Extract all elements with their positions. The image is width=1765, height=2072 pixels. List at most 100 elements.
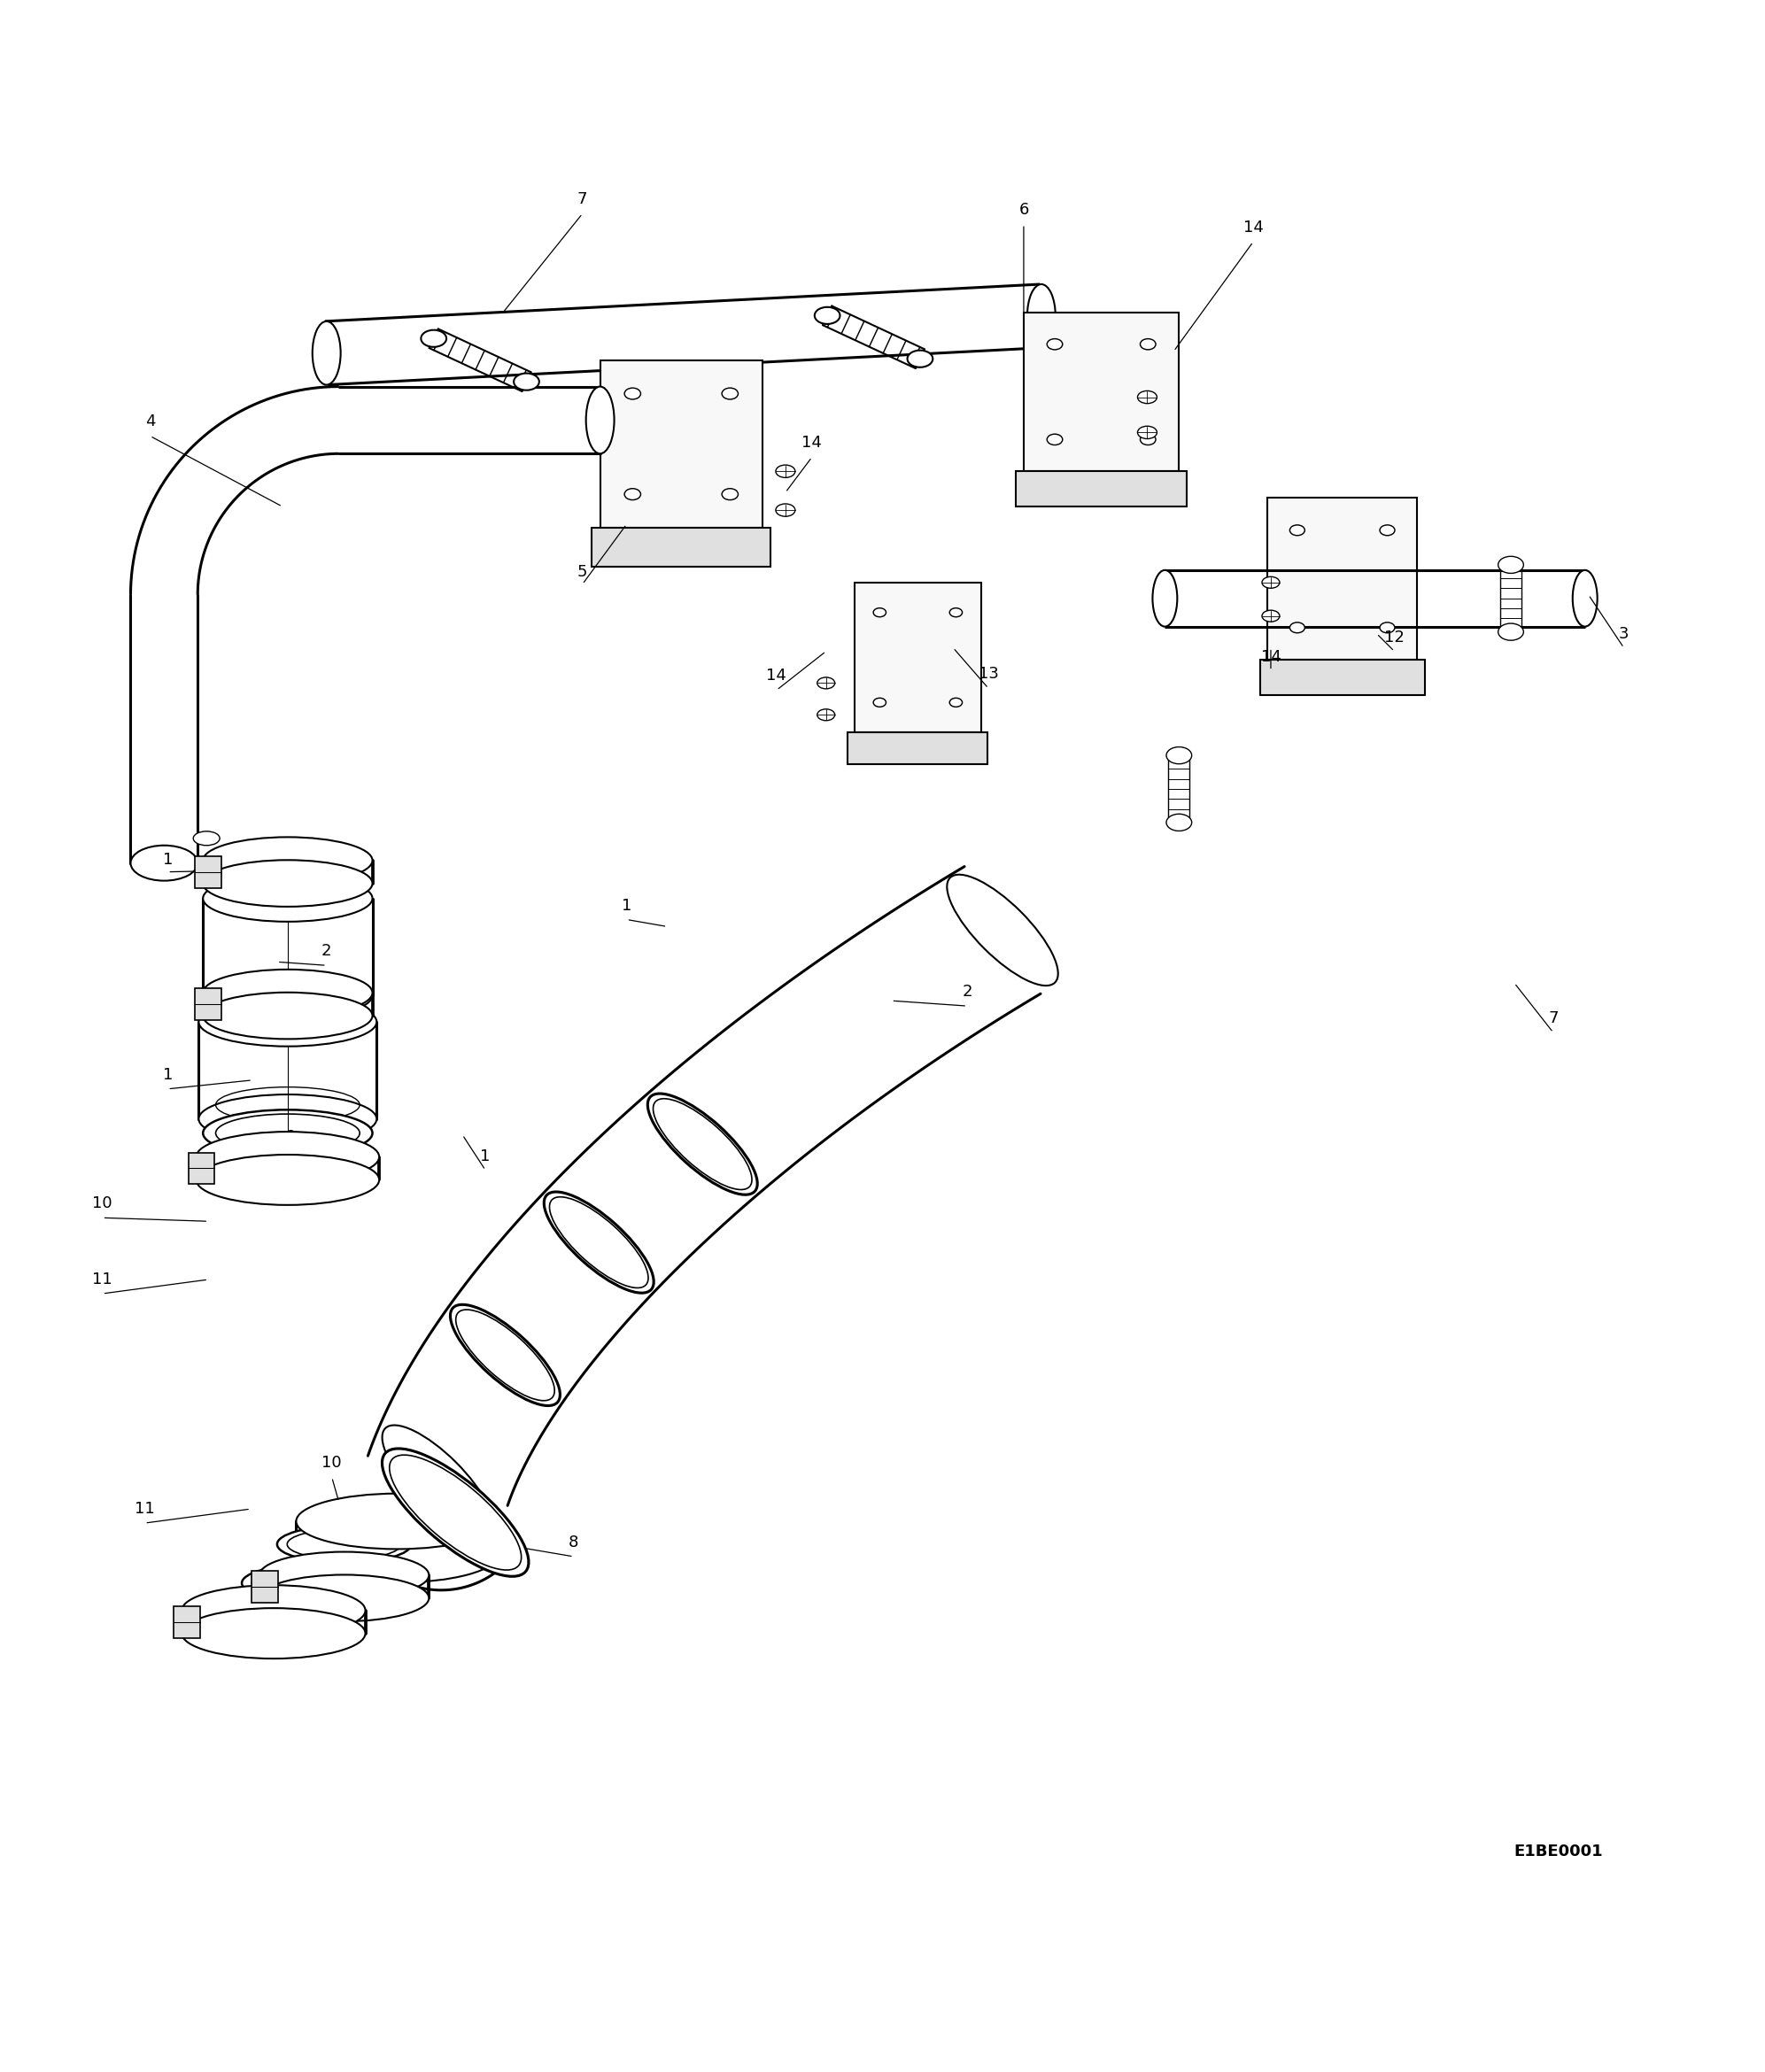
Ellipse shape bbox=[1167, 814, 1191, 831]
Text: 2: 2 bbox=[962, 984, 973, 1001]
Ellipse shape bbox=[422, 329, 447, 346]
Text: 3: 3 bbox=[1619, 626, 1629, 642]
Ellipse shape bbox=[196, 1131, 379, 1181]
Ellipse shape bbox=[1047, 340, 1063, 350]
Ellipse shape bbox=[242, 1564, 376, 1602]
Text: 14: 14 bbox=[801, 435, 822, 452]
Text: 4: 4 bbox=[145, 414, 155, 429]
Ellipse shape bbox=[259, 1552, 429, 1598]
Ellipse shape bbox=[1140, 433, 1156, 445]
Ellipse shape bbox=[1138, 427, 1158, 439]
Text: 7: 7 bbox=[1548, 1011, 1558, 1026]
Bar bbox=[1024, 313, 1179, 470]
Ellipse shape bbox=[1498, 624, 1523, 640]
Ellipse shape bbox=[259, 1575, 429, 1622]
Ellipse shape bbox=[297, 1527, 498, 1583]
Text: 1: 1 bbox=[162, 852, 173, 868]
Ellipse shape bbox=[196, 1154, 379, 1206]
Ellipse shape bbox=[950, 607, 962, 617]
Ellipse shape bbox=[815, 307, 840, 323]
Ellipse shape bbox=[775, 464, 794, 477]
Ellipse shape bbox=[625, 387, 641, 400]
Ellipse shape bbox=[907, 350, 932, 367]
Text: 2: 2 bbox=[321, 943, 332, 959]
Text: 10: 10 bbox=[92, 1196, 113, 1212]
Ellipse shape bbox=[194, 831, 221, 845]
Ellipse shape bbox=[203, 992, 372, 1038]
Ellipse shape bbox=[544, 1191, 653, 1293]
Ellipse shape bbox=[817, 678, 835, 688]
Ellipse shape bbox=[182, 1608, 365, 1658]
Ellipse shape bbox=[874, 698, 886, 707]
Ellipse shape bbox=[1290, 622, 1304, 632]
Bar bbox=[196, 988, 222, 1019]
Ellipse shape bbox=[1380, 622, 1394, 632]
Bar bbox=[252, 1571, 279, 1602]
Ellipse shape bbox=[1140, 340, 1156, 350]
Ellipse shape bbox=[215, 1115, 360, 1152]
Ellipse shape bbox=[722, 489, 738, 499]
Ellipse shape bbox=[1027, 284, 1055, 348]
Ellipse shape bbox=[203, 837, 372, 883]
Ellipse shape bbox=[1262, 611, 1280, 622]
Ellipse shape bbox=[1153, 570, 1177, 626]
Ellipse shape bbox=[874, 607, 886, 617]
Ellipse shape bbox=[288, 1529, 401, 1560]
Ellipse shape bbox=[1573, 570, 1597, 626]
Ellipse shape bbox=[199, 997, 376, 1046]
Ellipse shape bbox=[252, 1569, 365, 1598]
Text: 12: 12 bbox=[1384, 630, 1405, 644]
Ellipse shape bbox=[1498, 557, 1523, 574]
Text: 1: 1 bbox=[621, 897, 632, 914]
Ellipse shape bbox=[586, 387, 614, 454]
Ellipse shape bbox=[383, 1426, 492, 1535]
Bar bbox=[854, 582, 981, 733]
Text: E1BE0001: E1BE0001 bbox=[1514, 1844, 1603, 1859]
Ellipse shape bbox=[648, 1094, 757, 1196]
Text: 1: 1 bbox=[162, 1067, 173, 1084]
Text: 11: 11 bbox=[92, 1272, 113, 1287]
Bar bbox=[1267, 497, 1417, 661]
Ellipse shape bbox=[182, 1585, 365, 1635]
Bar bbox=[189, 1152, 215, 1185]
Ellipse shape bbox=[1047, 433, 1063, 445]
Bar bbox=[196, 856, 222, 887]
Bar bbox=[175, 1606, 201, 1637]
Ellipse shape bbox=[817, 709, 835, 721]
Text: 11: 11 bbox=[134, 1500, 155, 1517]
Text: 10: 10 bbox=[321, 1455, 342, 1471]
Ellipse shape bbox=[450, 1305, 560, 1405]
Ellipse shape bbox=[203, 970, 372, 1015]
Ellipse shape bbox=[1167, 746, 1191, 765]
Text: 14: 14 bbox=[1243, 220, 1264, 236]
Ellipse shape bbox=[381, 1448, 530, 1577]
Text: 1: 1 bbox=[480, 1148, 491, 1164]
Ellipse shape bbox=[775, 503, 794, 516]
Ellipse shape bbox=[950, 698, 962, 707]
Bar bbox=[600, 361, 762, 528]
Ellipse shape bbox=[1290, 524, 1304, 535]
Ellipse shape bbox=[203, 860, 372, 908]
Text: 14: 14 bbox=[1260, 649, 1281, 665]
Text: 5: 5 bbox=[577, 564, 588, 580]
Ellipse shape bbox=[277, 1525, 411, 1562]
Ellipse shape bbox=[1262, 576, 1280, 588]
Bar bbox=[591, 528, 771, 566]
Ellipse shape bbox=[1138, 392, 1158, 404]
Ellipse shape bbox=[199, 1094, 376, 1144]
Ellipse shape bbox=[297, 1494, 498, 1550]
Text: 7: 7 bbox=[577, 191, 588, 207]
Ellipse shape bbox=[131, 845, 198, 881]
Ellipse shape bbox=[203, 1111, 372, 1156]
Ellipse shape bbox=[625, 489, 641, 499]
Ellipse shape bbox=[203, 874, 372, 922]
Text: 9: 9 bbox=[286, 1129, 297, 1144]
Bar bbox=[1260, 661, 1424, 696]
Text: 13: 13 bbox=[978, 667, 999, 682]
Ellipse shape bbox=[948, 874, 1057, 986]
Ellipse shape bbox=[203, 972, 372, 1019]
Ellipse shape bbox=[312, 321, 341, 385]
Ellipse shape bbox=[514, 373, 538, 390]
Text: 8: 8 bbox=[568, 1535, 579, 1550]
Ellipse shape bbox=[1380, 524, 1394, 535]
